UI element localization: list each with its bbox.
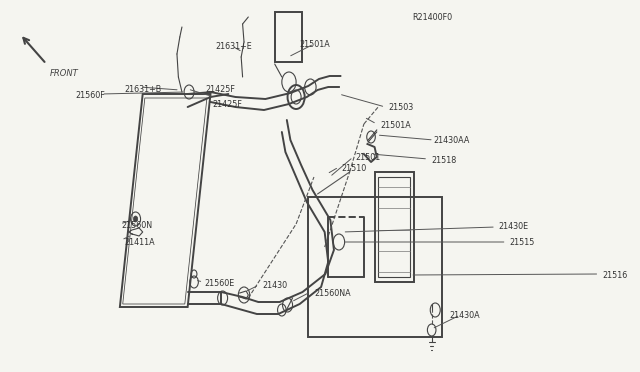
Text: 21560NA: 21560NA (314, 289, 351, 298)
Text: 21510: 21510 (341, 164, 366, 173)
Text: 21430AA: 21430AA (434, 135, 470, 144)
Text: 21430E: 21430E (498, 221, 528, 231)
Text: 21560F: 21560F (76, 90, 106, 99)
Text: R21400F0: R21400F0 (412, 13, 452, 22)
Bar (275, 12, 302, 62)
Text: 21501A: 21501A (380, 121, 411, 129)
Text: 21430: 21430 (262, 282, 288, 291)
Text: 21516: 21516 (602, 272, 627, 280)
Text: 21631+B: 21631+B (125, 84, 162, 93)
Text: 21411A: 21411A (125, 237, 156, 247)
Bar (374, 172, 414, 282)
Text: 21501: 21501 (355, 153, 381, 161)
Bar (308, 197, 442, 337)
Text: 21631+E: 21631+E (216, 42, 252, 51)
Bar (378, 177, 410, 277)
Text: 21425F: 21425F (205, 84, 236, 93)
Text: 21425F: 21425F (212, 99, 243, 109)
Text: 21501A: 21501A (300, 39, 330, 48)
Text: 21560N: 21560N (122, 221, 152, 230)
Text: 21518: 21518 (431, 155, 456, 164)
Text: FRONT: FRONT (50, 69, 79, 78)
Circle shape (133, 216, 138, 222)
Text: 21503: 21503 (388, 103, 413, 112)
Text: 21515: 21515 (509, 237, 535, 247)
Text: 21430A: 21430A (449, 311, 480, 321)
Text: 21560E: 21560E (204, 279, 234, 289)
